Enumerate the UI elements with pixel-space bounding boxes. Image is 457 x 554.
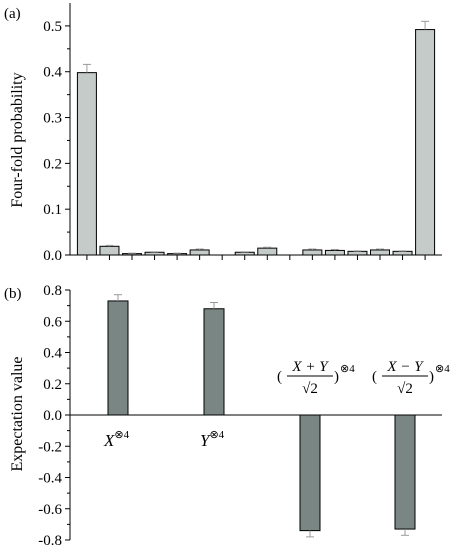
panel-b-bar — [299, 414, 321, 532]
panel-b-bar — [394, 414, 416, 530]
panel-b-y-tick-label: -0.2 — [38, 439, 62, 455]
minus-numerator: X − Y — [386, 359, 424, 375]
panel-a-bar — [257, 247, 278, 256]
panel-b-y-tick-label: 0.2 — [43, 377, 62, 393]
plus-power: ⊗4 — [340, 363, 355, 375]
panel-a-bar — [76, 72, 97, 256]
panel-a-label: (a) — [4, 6, 21, 22]
panel-b-y-tick-label: -0.4 — [38, 471, 62, 487]
panel-a-y-tick-label: 0.2 — [43, 156, 62, 172]
panel-a: (a) Four-fold probability 0.0 0.1 0.2 0.3 0.… — [4, 3, 442, 264]
panel-a-bar — [347, 250, 368, 256]
panel-a-y-tick-label: 0.5 — [43, 19, 62, 35]
panel-a-bar — [370, 249, 390, 256]
plus-numerator: X + Y — [291, 359, 329, 375]
panel-a-bar — [99, 245, 120, 256]
panel-b-y-tick-label: 0.0 — [43, 408, 62, 424]
category-label-y-power: Y⊗4 — [200, 429, 225, 450]
panel-a-y-tick-label: 0.4 — [43, 65, 62, 81]
category-label-x-power: X⊗4 — [103, 429, 130, 450]
panel-a-bar — [302, 249, 323, 256]
panel-b-y-tick-label: 0.6 — [43, 314, 62, 330]
panel-a-y-tick-label: 0.0 — [43, 248, 62, 264]
panel-b-bar — [203, 308, 225, 416]
panel-a-y-tick-label: 0.3 — [43, 111, 62, 127]
plus-rparen: ) — [334, 369, 339, 385]
plus-denominator: √2 — [302, 381, 318, 397]
plus-lparen: ( — [277, 369, 282, 385]
minus-lparen: ( — [372, 369, 377, 385]
panel-b-y-tick-label: 0.4 — [43, 346, 62, 362]
panel-b-label: (b) — [4, 286, 22, 302]
panel-b: (b) Expectation value -0.8 -0.6 -0.4 -0.2 0.… — [4, 283, 450, 549]
panel-a-y-axis-title: Four-fold probability — [9, 72, 26, 207]
panel-a-y-tick-label: 0.1 — [43, 202, 62, 218]
minus-denominator: √2 — [397, 381, 413, 397]
panel-b-y-axis-title: Expectation value — [9, 356, 26, 471]
panel-a-bar — [415, 29, 436, 256]
minus-power: ⊗4 — [435, 363, 450, 375]
panel-b-y-tick-label: -0.8 — [38, 533, 62, 549]
panel-b-bar — [107, 300, 129, 416]
panel-a-bar — [392, 250, 413, 256]
panel-a-bar — [324, 249, 345, 256]
panel-a-bar — [189, 249, 210, 256]
category-label-minus: ( X − Y √2 ) ⊗4 — [372, 359, 450, 397]
panel-b-y-tick-label: -0.6 — [38, 502, 62, 518]
category-label-plus: ( X + Y √2 ) ⊗4 — [277, 359, 355, 397]
panel-b-y-tick-label: 0.8 — [43, 283, 62, 299]
minus-rparen: ) — [429, 369, 434, 385]
